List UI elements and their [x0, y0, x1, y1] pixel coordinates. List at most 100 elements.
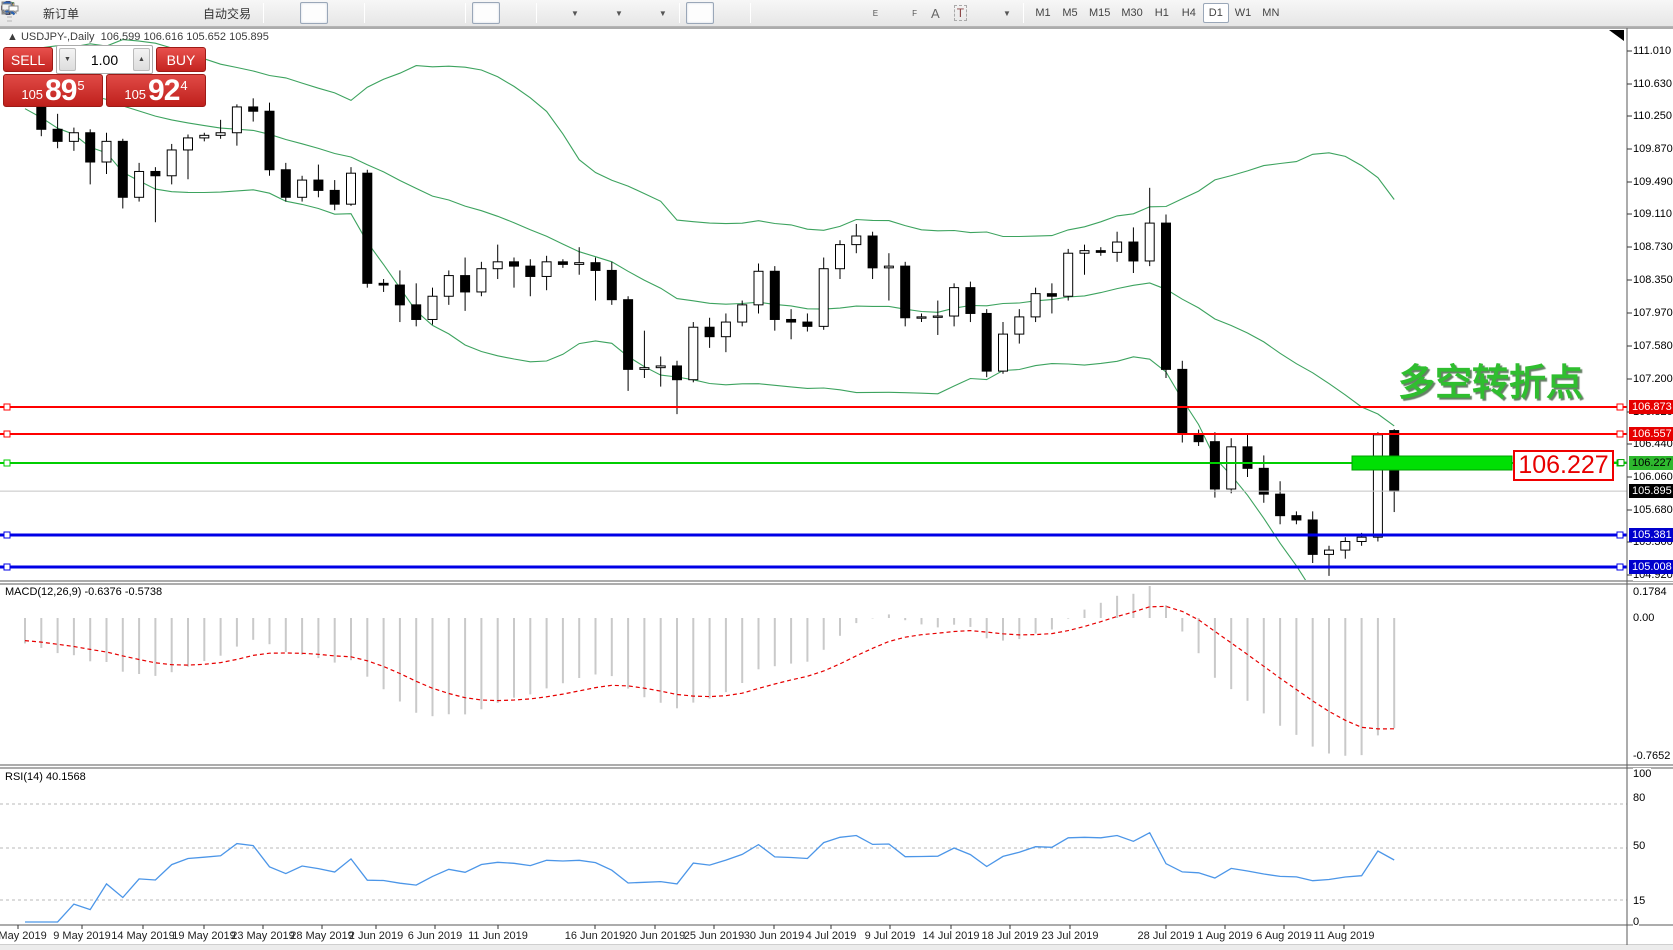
date-label: 25 Jun 2019: [683, 930, 745, 942]
volume-stepper: ▼ 1.00 ▲: [56, 45, 153, 74]
text-tool-button[interactable]: A: [925, 2, 946, 24]
fibonacci-label: F: [912, 8, 918, 18]
dropdown-caret-icon: ▼: [658, 8, 667, 18]
price-tick-label: 106.440: [1633, 438, 1673, 450]
line-handle[interactable]: [1616, 430, 1624, 438]
candle-bullish: [818, 268, 829, 327]
candle-bearish: [802, 321, 813, 327]
candle-bearish: [1046, 293, 1057, 297]
candle-bearish: [509, 261, 519, 267]
date-label: 23 May 2019: [231, 930, 295, 942]
candle-bearish: [981, 312, 992, 372]
label-tool-button[interactable]: T: [948, 2, 973, 24]
candle-bearish: [867, 235, 878, 269]
collapse-marker-icon[interactable]: ▲: [7, 31, 18, 43]
candle-bearish: [313, 179, 324, 191]
price-tick-label: 109.110: [1633, 208, 1673, 220]
label-tool-icon: T: [953, 5, 968, 21]
candle-bullish: [916, 316, 927, 319]
timeframe-m5[interactable]: M5: [1062, 7, 1078, 19]
sell-button[interactable]: SELL: [3, 47, 53, 72]
candle-bullish: [1372, 434, 1383, 538]
date-label: 5 May 2019: [0, 930, 47, 942]
macd-scale-label: 0.00: [1633, 612, 1655, 624]
rsi-pane: [0, 803, 1627, 923]
date-label: 11 Jun 2019: [468, 930, 528, 942]
line-handle[interactable]: [1617, 459, 1625, 467]
chat-icon[interactable]: [1, 3, 1661, 21]
symbol-period-title: USDJPY-,Daily: [20, 31, 95, 43]
buy-price-handle: 105: [124, 87, 147, 102]
volume-decrease-button[interactable]: ▼: [59, 48, 76, 71]
candle-bearish: [52, 128, 63, 142]
candle-bearish: [117, 140, 128, 198]
candle-bearish: [1177, 368, 1188, 435]
chart-shift-marker-icon[interactable]: [1609, 30, 1624, 41]
volume-increase-button[interactable]: ▲: [133, 48, 150, 71]
toolbar-separator: [263, 3, 265, 23]
candle-bearish: [1193, 433, 1204, 443]
bid-price-label: 105.895: [1629, 484, 1673, 498]
candle-bullish: [1030, 293, 1041, 318]
timeframe-h1[interactable]: H1: [1154, 7, 1169, 19]
candle-bearish: [1275, 493, 1286, 517]
timeframe-w1[interactable]: W1: [1234, 7, 1252, 19]
macd-scale-label: -0.7652: [1633, 750, 1671, 762]
line-handle[interactable]: [3, 459, 11, 467]
candle-bullish: [998, 333, 1008, 372]
candle-bearish: [525, 265, 536, 277]
date-label: 18 Jul 2019: [981, 930, 1039, 942]
highlight-rectangle-object[interactable]: [1351, 455, 1513, 471]
rsi-scale-label: 0: [1633, 916, 1640, 928]
timeframe-m30[interactable]: M30: [1121, 7, 1143, 19]
candle-bullish: [688, 326, 699, 381]
candle-bearish: [378, 282, 389, 286]
timeframe-m1[interactable]: M1: [1035, 7, 1051, 19]
line-handle[interactable]: [1616, 531, 1624, 539]
macd-scale-label: 0.1784: [1633, 586, 1667, 598]
price-tick-label: 106.060: [1633, 471, 1673, 483]
volume-value[interactable]: 1.00: [90, 51, 119, 68]
window-edge: [0, 944, 1673, 950]
line-handle[interactable]: [1616, 563, 1624, 571]
buy-label: BUY: [166, 51, 196, 68]
buy-price-button[interactable]: 105 92 4: [106, 74, 206, 107]
buy-button[interactable]: BUY: [156, 47, 206, 72]
pivot-annotation-text: 多空转折点: [1398, 362, 1583, 403]
sell-price-pips: 89: [45, 73, 77, 107]
line-handle[interactable]: [3, 430, 11, 438]
date-label: 20 Jun 2019: [624, 930, 686, 942]
candle-bearish: [965, 287, 976, 314]
auto-trading-label: 自动交易: [203, 6, 252, 21]
price-tick-label: 107.970: [1633, 307, 1673, 319]
candle-bullish: [199, 134, 210, 139]
sell-price-button[interactable]: 105 89 5: [3, 74, 103, 107]
price-tick-label: 105.680: [1633, 504, 1673, 516]
line-handle[interactable]: [3, 531, 11, 539]
candle-bullish: [1063, 252, 1074, 297]
date-label: 9 May 2019: [53, 930, 111, 942]
date-label: 28 Jul 2019: [1137, 930, 1195, 942]
candle-bearish: [1291, 515, 1302, 521]
candle-bullish: [492, 261, 503, 270]
toolbar-separator: [749, 3, 751, 23]
candle-bullish: [443, 275, 454, 297]
line-handle[interactable]: [3, 403, 11, 411]
timeframe-mn[interactable]: MN: [1262, 7, 1280, 19]
ohlc-readout: 106.599 106.616 105.652 105.895: [100, 31, 269, 43]
candle-bullish: [753, 270, 764, 306]
line-handle[interactable]: [1616, 403, 1624, 411]
macd-indicator-label: MACD(12,26,9) -0.6376 -0.5738: [5, 586, 163, 598]
timeframe-d1[interactable]: D1: [1202, 3, 1229, 23]
timeframe-h4[interactable]: H4: [1181, 7, 1196, 19]
price-tick-label: 110.250: [1633, 110, 1673, 122]
candle-bullish: [476, 268, 487, 293]
line-handle[interactable]: [3, 563, 11, 571]
timeframe-m15[interactable]: M15: [1088, 7, 1111, 19]
candle-bullish: [297, 179, 308, 198]
candle-bullish: [1112, 241, 1123, 253]
price-callout-box[interactable]: 106.227: [1513, 450, 1614, 481]
date-label: 14 Jul 2019: [922, 930, 980, 942]
price-tick-label: 109.490: [1633, 176, 1673, 188]
